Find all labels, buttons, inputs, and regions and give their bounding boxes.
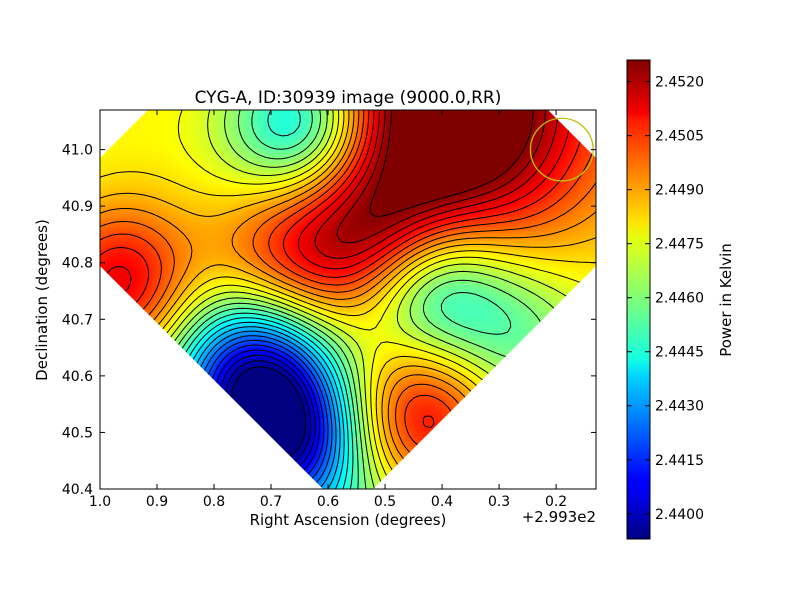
x-tick-label: 0.2 [545, 494, 567, 510]
x-tick-label: 0.6 [317, 494, 339, 510]
colorbar-tick-label: 2.4445 [655, 345, 704, 361]
y-tick-label: 40.5 [62, 425, 93, 441]
colorbar-tick-label: 2.4505 [655, 129, 704, 145]
x-tick-label: 0.4 [431, 494, 453, 510]
x-tick-label: 0.7 [260, 494, 282, 510]
y-tick-label: 40.6 [62, 369, 93, 385]
y-tick-label: 40.9 [62, 199, 93, 215]
x-tick-label: 0.3 [488, 494, 510, 510]
x-axis-label: Right Ascension (degrees) [250, 511, 447, 529]
colorbar-tick-label: 2.4430 [655, 399, 704, 415]
y-tick-label: 40.8 [62, 256, 93, 272]
colorbar-tick-label: 2.4400 [655, 507, 704, 523]
x-axis-ticks: 1.0 0.9 0.8 0.7 0.6 0.5 0.4 0.3 0.2 [89, 110, 567, 510]
colorbar [627, 60, 650, 539]
y-axis-ticks: 40.4 40.5 40.6 40.7 40.8 40.9 41.0 [62, 143, 596, 498]
y-tick-label: 41.0 [62, 143, 93, 159]
colorbar-tick-label: 2.4415 [655, 453, 704, 469]
y-tick-label: 40.7 [62, 312, 93, 328]
plot-frame [99, 109, 597, 490]
colorbar-frame [626, 59, 651, 540]
colorbar-ticks: 2.4400 2.4415 2.4430 2.4445 2.4460 2.4475 2.44… [627, 75, 704, 523]
x-axis-offset: +2.993e2 [522, 508, 596, 526]
colorbar-tick-label: 2.4460 [655, 291, 704, 307]
y-axis-label: Declination (degrees) [33, 219, 51, 381]
colorbar-tick-label: 2.4475 [655, 237, 704, 253]
chart-title: CYG-A, ID:30939 image (9000.0,RR) [195, 88, 502, 108]
y-tick-label: 40.4 [62, 482, 93, 498]
x-tick-label: 0.5 [374, 494, 396, 510]
colorbar-tick-label: 2.4490 [655, 183, 704, 199]
x-tick-label: 1.0 [89, 494, 111, 510]
colorbar-label: Power in Kelvin [717, 243, 735, 357]
x-tick-label: 0.9 [146, 494, 168, 510]
x-tick-label: 0.8 [203, 494, 225, 510]
colorbar-tick-label: 2.4520 [655, 75, 704, 91]
